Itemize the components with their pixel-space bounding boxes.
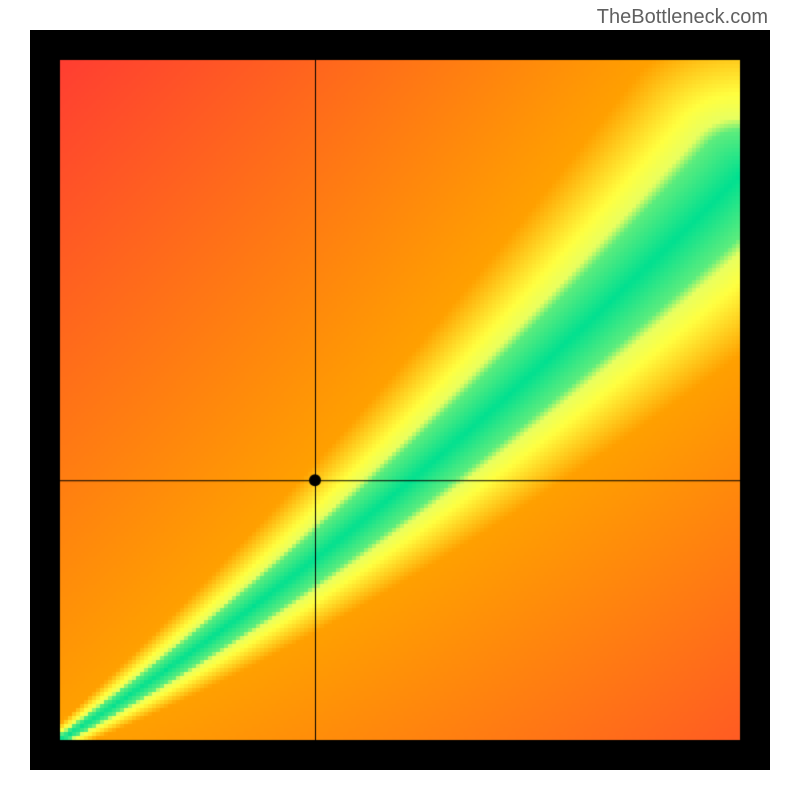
chart-container: TheBottleneck.com [0, 0, 800, 800]
plot-frame [30, 30, 770, 770]
watermark-text: TheBottleneck.com [597, 6, 768, 29]
heatmap-canvas [30, 30, 770, 770]
